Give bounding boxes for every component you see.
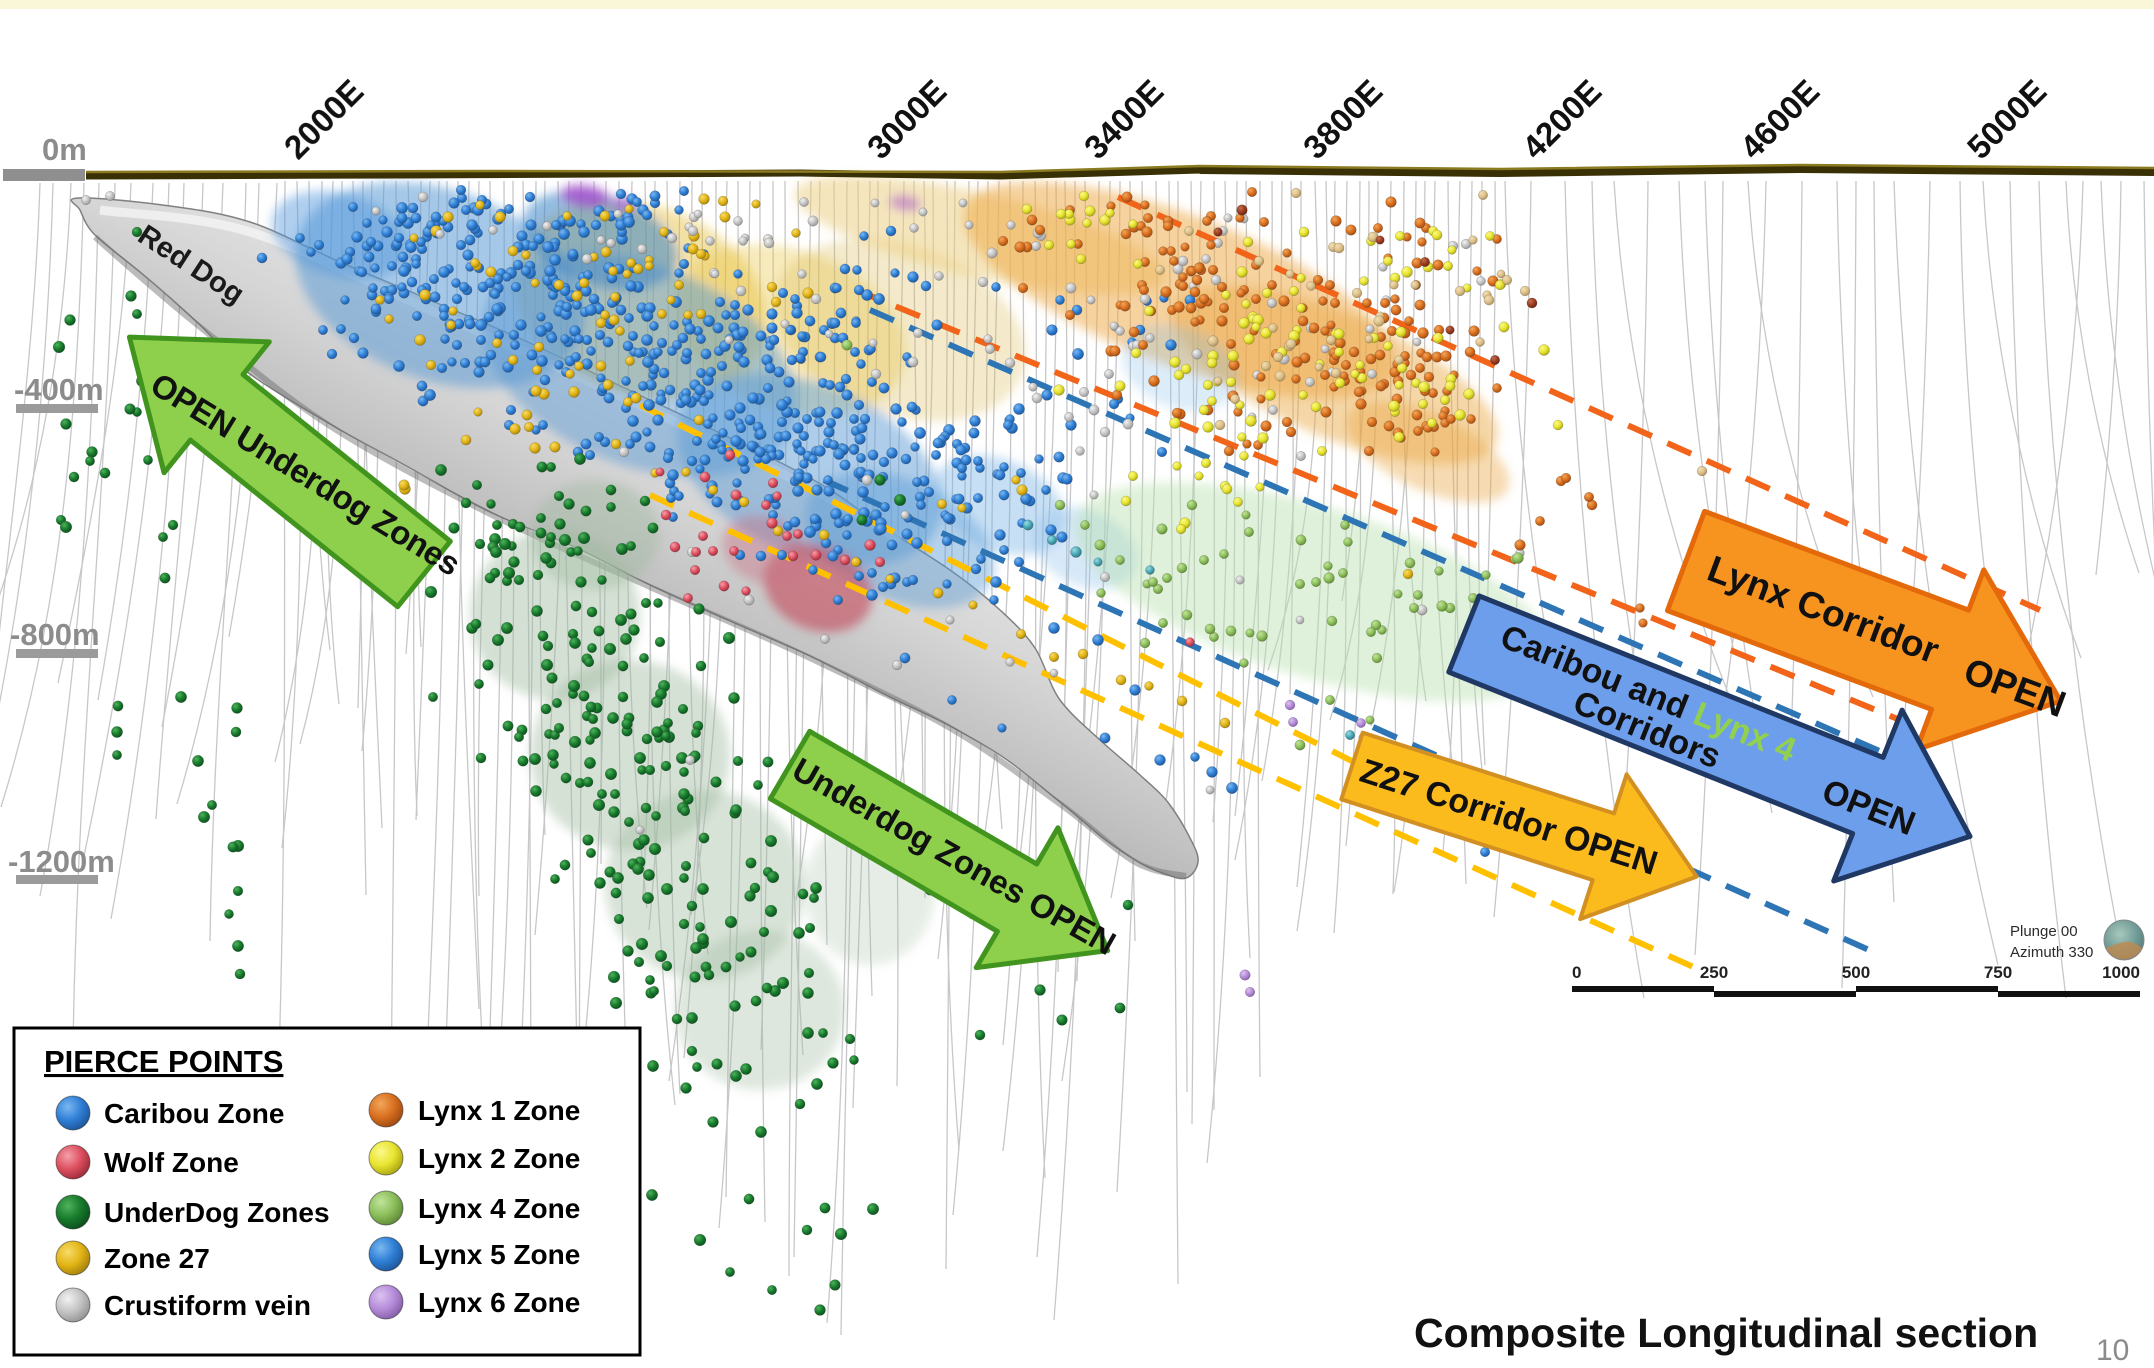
svg-text:UnderDog Zones: UnderDog Zones	[104, 1197, 330, 1228]
svg-text:0: 0	[1572, 963, 1581, 982]
svg-text:1000: 1000	[2102, 963, 2140, 982]
svg-text:Lynx 5 Zone: Lynx 5 Zone	[418, 1239, 580, 1270]
svg-text:-400m: -400m	[14, 372, 104, 407]
svg-text:Composite Longitudinal section: Composite Longitudinal section	[1414, 1310, 2038, 1356]
svg-text:Azimuth 330: Azimuth 330	[2010, 944, 2093, 961]
svg-text:500: 500	[1842, 963, 1870, 982]
svg-text:750: 750	[1984, 963, 2012, 982]
svg-text:10: 10	[2096, 1334, 2129, 1367]
svg-text:Plunge 00: Plunge 00	[2010, 923, 2078, 940]
svg-text:Wolf Zone: Wolf Zone	[104, 1147, 239, 1178]
svg-text:250: 250	[1700, 963, 1728, 982]
svg-text:Crustiform vein: Crustiform vein	[104, 1290, 311, 1321]
svg-text:-800m: -800m	[10, 617, 100, 652]
svg-text:0m: 0m	[42, 132, 87, 167]
svg-text:Lynx 4 Zone: Lynx 4 Zone	[418, 1193, 580, 1224]
svg-text:Lynx 6 Zone: Lynx 6 Zone	[418, 1287, 580, 1318]
svg-text:Lynx 1 Zone: Lynx 1 Zone	[418, 1095, 580, 1126]
svg-text:Lynx 2 Zone: Lynx 2 Zone	[418, 1143, 580, 1174]
svg-text:Zone 27: Zone 27	[104, 1243, 210, 1274]
svg-text:PIERCE POINTS: PIERCE POINTS	[44, 1044, 283, 1079]
svg-text:-1200m: -1200m	[8, 844, 115, 879]
svg-text:Caribou Zone: Caribou Zone	[104, 1098, 284, 1129]
